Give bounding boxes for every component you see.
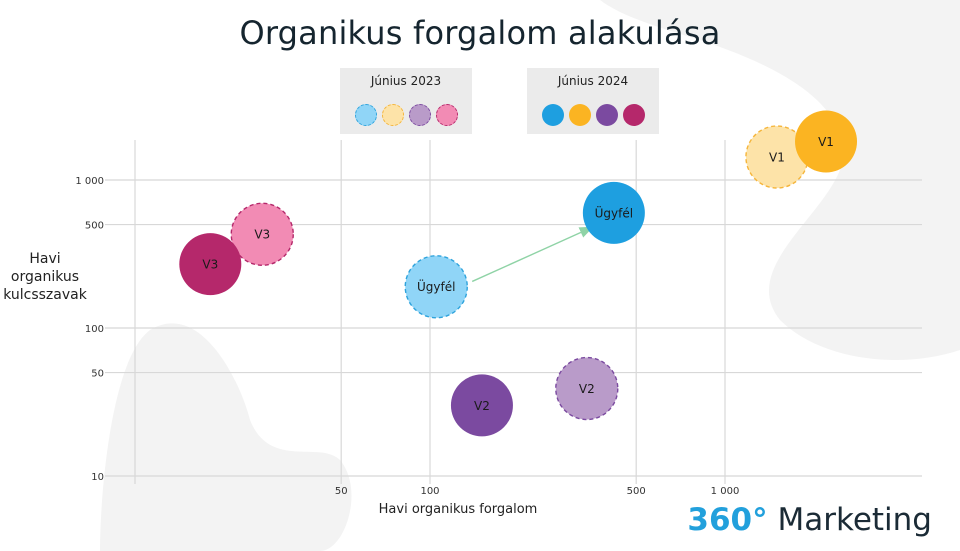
legend-swatches-2023 bbox=[340, 104, 472, 126]
bubble-2023-v2 bbox=[555, 356, 619, 421]
y-axis-label: Havi organikus kulcsszavak bbox=[3, 251, 87, 303]
y-tick-label: 50 bbox=[91, 369, 104, 380]
legend-swatches-2024 bbox=[527, 104, 659, 126]
y-tick-label: 100 bbox=[85, 324, 104, 335]
legend-swatch bbox=[408, 104, 431, 126]
x-tick-label: 1 000 bbox=[711, 486, 740, 497]
x-tick-label: 100 bbox=[420, 486, 439, 497]
legend-swatch bbox=[354, 104, 377, 126]
y-tick-label: 10 bbox=[91, 472, 104, 483]
bubble-2024-gyfl bbox=[582, 181, 645, 244]
legend-group-2023: Június 2023 bbox=[340, 68, 472, 134]
legend-label-2024: Június 2024 bbox=[557, 74, 629, 88]
trend-arrow bbox=[471, 226, 594, 283]
y-tick-label: 500 bbox=[85, 221, 104, 232]
x-tick-label: 50 bbox=[335, 486, 348, 497]
legend-swatch bbox=[381, 104, 404, 126]
bubble-2023-gyfl bbox=[404, 255, 468, 319]
bubble-label: Ügyfél bbox=[417, 278, 455, 294]
bubble-label: V3 bbox=[254, 228, 270, 242]
page-title: Organikus forgalom alakulása bbox=[239, 14, 721, 52]
bubble-2024-v3 bbox=[179, 233, 242, 296]
bubble-label: V1 bbox=[769, 151, 785, 165]
bubble-label: V3 bbox=[202, 258, 218, 272]
bubble-label: Ügyfél bbox=[595, 204, 633, 220]
bubble-label: V2 bbox=[579, 382, 595, 396]
brand-number: 360° bbox=[687, 502, 768, 538]
legend-swatch bbox=[595, 104, 618, 126]
legend-swatch bbox=[568, 104, 591, 126]
legend-swatch bbox=[622, 104, 645, 126]
legend-swatch bbox=[435, 104, 458, 126]
bubble-label: V2 bbox=[474, 399, 490, 413]
bubble-2023-v3 bbox=[230, 202, 294, 266]
bubble-label: V1 bbox=[818, 135, 834, 149]
bubble-2024-v1 bbox=[795, 110, 858, 173]
brand-word: Marketing bbox=[777, 502, 932, 538]
x-axis-label: Havi organikus forgalom bbox=[378, 502, 538, 517]
brand-logo: 360° Marketing bbox=[687, 502, 932, 538]
legend-swatch bbox=[541, 104, 564, 126]
legend-group-2024: Június 2024 bbox=[527, 68, 659, 134]
x-tick-label: 500 bbox=[627, 486, 646, 497]
bubble-2024-v2 bbox=[450, 374, 513, 437]
legend-label-2023: Június 2023 bbox=[370, 74, 442, 88]
y-tick-label: 1 000 bbox=[75, 176, 104, 187]
